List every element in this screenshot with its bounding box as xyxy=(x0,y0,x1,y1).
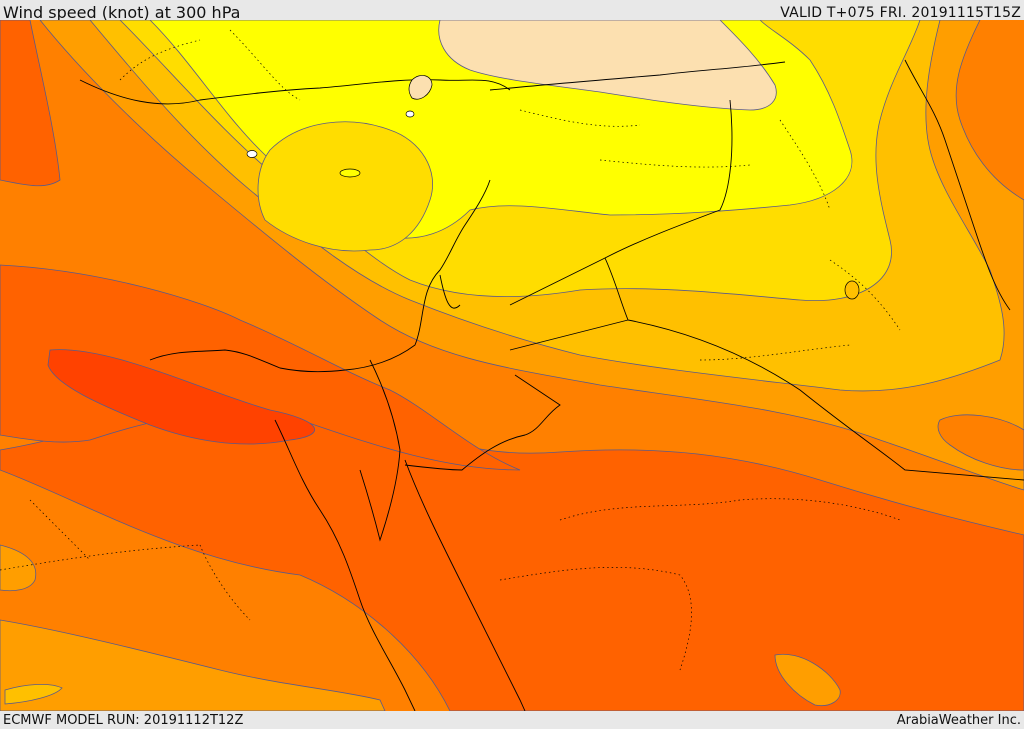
island-small-1 xyxy=(246,150,258,158)
band-below-40 xyxy=(438,20,777,111)
island-small-2 xyxy=(405,110,415,118)
internal-borders xyxy=(0,29,901,671)
border-lines xyxy=(404,61,1024,481)
coastline-sinai xyxy=(359,359,401,542)
band-100-110-west xyxy=(0,264,521,471)
wind-speed-map xyxy=(0,20,1024,711)
band-100-110-northwest xyxy=(0,20,61,187)
header-bar: Wind speed (knot) at 300 hPa VALID T+075… xyxy=(0,0,1024,22)
band-70-80-patch-sw xyxy=(4,684,63,705)
band-60-70-inner xyxy=(257,121,433,252)
band-80-90-patch-south xyxy=(0,544,37,592)
band-90-100-patch-east xyxy=(937,414,1024,471)
map-title: Wind speed (knot) at 300 hPa xyxy=(3,3,241,22)
lake-van xyxy=(408,75,433,100)
island-cyprus xyxy=(339,168,361,178)
band-80-90-patch-se xyxy=(774,653,841,707)
coastline-gulf xyxy=(904,59,1011,311)
map-canvas xyxy=(0,20,1024,711)
island-gulf xyxy=(844,280,860,300)
coastline-redsea-west xyxy=(274,419,416,711)
footer-bar: ECMWF MODEL RUN: 20191112T12Z ArabiaWeat… xyxy=(0,711,1024,729)
coastline-redsea-east xyxy=(404,459,526,711)
model-run: ECMWF MODEL RUN: 20191112T12Z xyxy=(3,713,244,728)
coastline-med xyxy=(149,179,491,373)
band-110-plus xyxy=(47,349,315,445)
coastline-turkey xyxy=(79,79,511,105)
valid-time: VALID T+075 FRI. 20191115T15Z xyxy=(780,5,1021,21)
credit: ArabiaWeather Inc. xyxy=(896,713,1021,728)
band-80-90-patch-southwest xyxy=(0,619,386,711)
